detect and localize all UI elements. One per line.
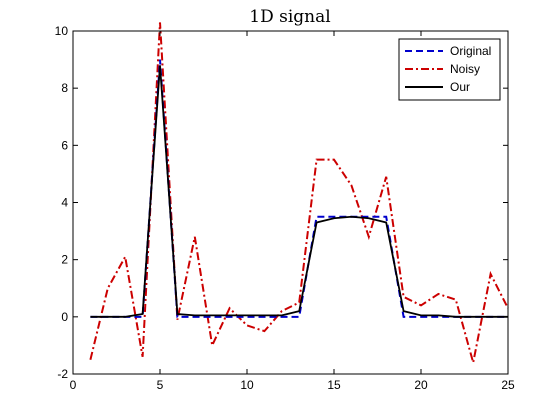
series-line-our: [90, 65, 508, 318]
legend-label-our: Our: [450, 80, 470, 94]
y-tick-label: 0: [61, 310, 68, 324]
chart-title: 1D signal: [249, 7, 330, 27]
legend-box: [398, 38, 501, 101]
x-tick-label: 5: [157, 378, 164, 392]
x-tick-label: 10: [240, 378, 254, 392]
x-tick-label: 20: [414, 378, 428, 392]
series-layer: [89, 22, 509, 363]
series-line-noisy: [89, 22, 509, 363]
y-tick-label: -2: [57, 367, 68, 381]
series-line-original: [90, 59, 508, 318]
y-tick-label: 6: [61, 138, 68, 152]
x-tick-label: 0: [70, 378, 77, 392]
y-tick-label: 8: [61, 81, 68, 95]
legend-label-noisy: Noisy: [450, 62, 480, 76]
legend: Original Noisy Our: [398, 38, 501, 101]
x-tick-label: 25: [501, 378, 515, 392]
x-tick-label: 15: [327, 378, 341, 392]
y-tick-label: 2: [61, 253, 68, 267]
y-tick-label: 10: [55, 24, 69, 38]
y-tick-label: 4: [61, 196, 68, 210]
legend-label-original: Original: [450, 44, 491, 58]
